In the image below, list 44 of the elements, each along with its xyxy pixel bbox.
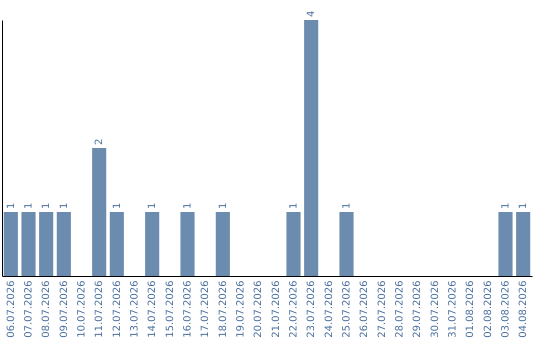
x-tick-label: 01.08.2026 xyxy=(465,280,476,338)
data-label: 1 xyxy=(218,202,229,209)
x-tick-label: 03.08.2026 xyxy=(500,280,512,338)
data-label: 1 xyxy=(147,202,158,209)
x-tick-label: 16.07.2026 xyxy=(182,280,194,338)
x-tick-label: 27.07.2026 xyxy=(376,280,388,338)
x-tick-label: 11.07.2026 xyxy=(94,280,106,338)
x-tick-label: 31.07.2026 xyxy=(448,280,458,338)
data-label: 1 xyxy=(58,202,70,209)
data-label: 1 xyxy=(182,202,194,209)
x-tick-label: 15.07.2026 xyxy=(164,280,176,338)
x-tick-label: 23.07.2026 xyxy=(306,280,318,338)
data-label: 1 xyxy=(288,202,300,209)
x-tick-label: 29.07.2026 xyxy=(412,280,424,338)
data-label: 1 xyxy=(518,202,530,209)
data-label: 1 xyxy=(112,202,123,209)
x-tick-label: 08.07.2026 xyxy=(41,280,52,338)
x-tick-label: 02.08.2026 xyxy=(482,280,494,338)
data-label: 2 xyxy=(94,138,106,145)
x-tick-label: 24.07.2026 xyxy=(324,280,335,338)
x-tick-label: 25.07.2026 xyxy=(342,280,352,338)
x-tick-label: 14.07.2026 xyxy=(147,280,158,338)
data-label: 1 xyxy=(500,202,512,209)
data-label: 1 xyxy=(41,202,52,209)
x-tick-label: 22.07.2026 xyxy=(288,280,300,338)
x-tick-label: 30.07.2026 xyxy=(430,280,441,338)
x-tick-label: 09.07.2026 xyxy=(58,280,70,338)
data-label: 1 xyxy=(342,202,352,209)
x-tick-label: 28.07.2026 xyxy=(394,280,406,338)
x-tick-label: 20.07.2026 xyxy=(253,280,264,338)
x-tick-label: 19.07.2026 xyxy=(236,280,246,338)
x-tick-label: 04.08.2026 xyxy=(518,280,530,338)
x-tick-label: 07.07.2026 xyxy=(24,280,34,338)
x-tick-label: 10.07.2026 xyxy=(76,280,88,338)
data-label: 1 xyxy=(6,202,17,209)
x-tick-label: 13.07.2026 xyxy=(130,280,140,338)
x-tick-label: 06.07.2026 xyxy=(6,280,17,338)
x-tick-label: 18.07.2026 xyxy=(218,280,229,338)
data-label: 4 xyxy=(306,10,318,17)
x-tick-label: 21.07.2026 xyxy=(270,280,282,338)
data-label: 1 xyxy=(24,202,34,209)
x-tick-label: 26.07.2026 xyxy=(359,280,370,338)
x-tick-label: 12.07.2026 xyxy=(112,280,123,338)
x-tick-label: 17.07.2026 xyxy=(200,280,212,338)
